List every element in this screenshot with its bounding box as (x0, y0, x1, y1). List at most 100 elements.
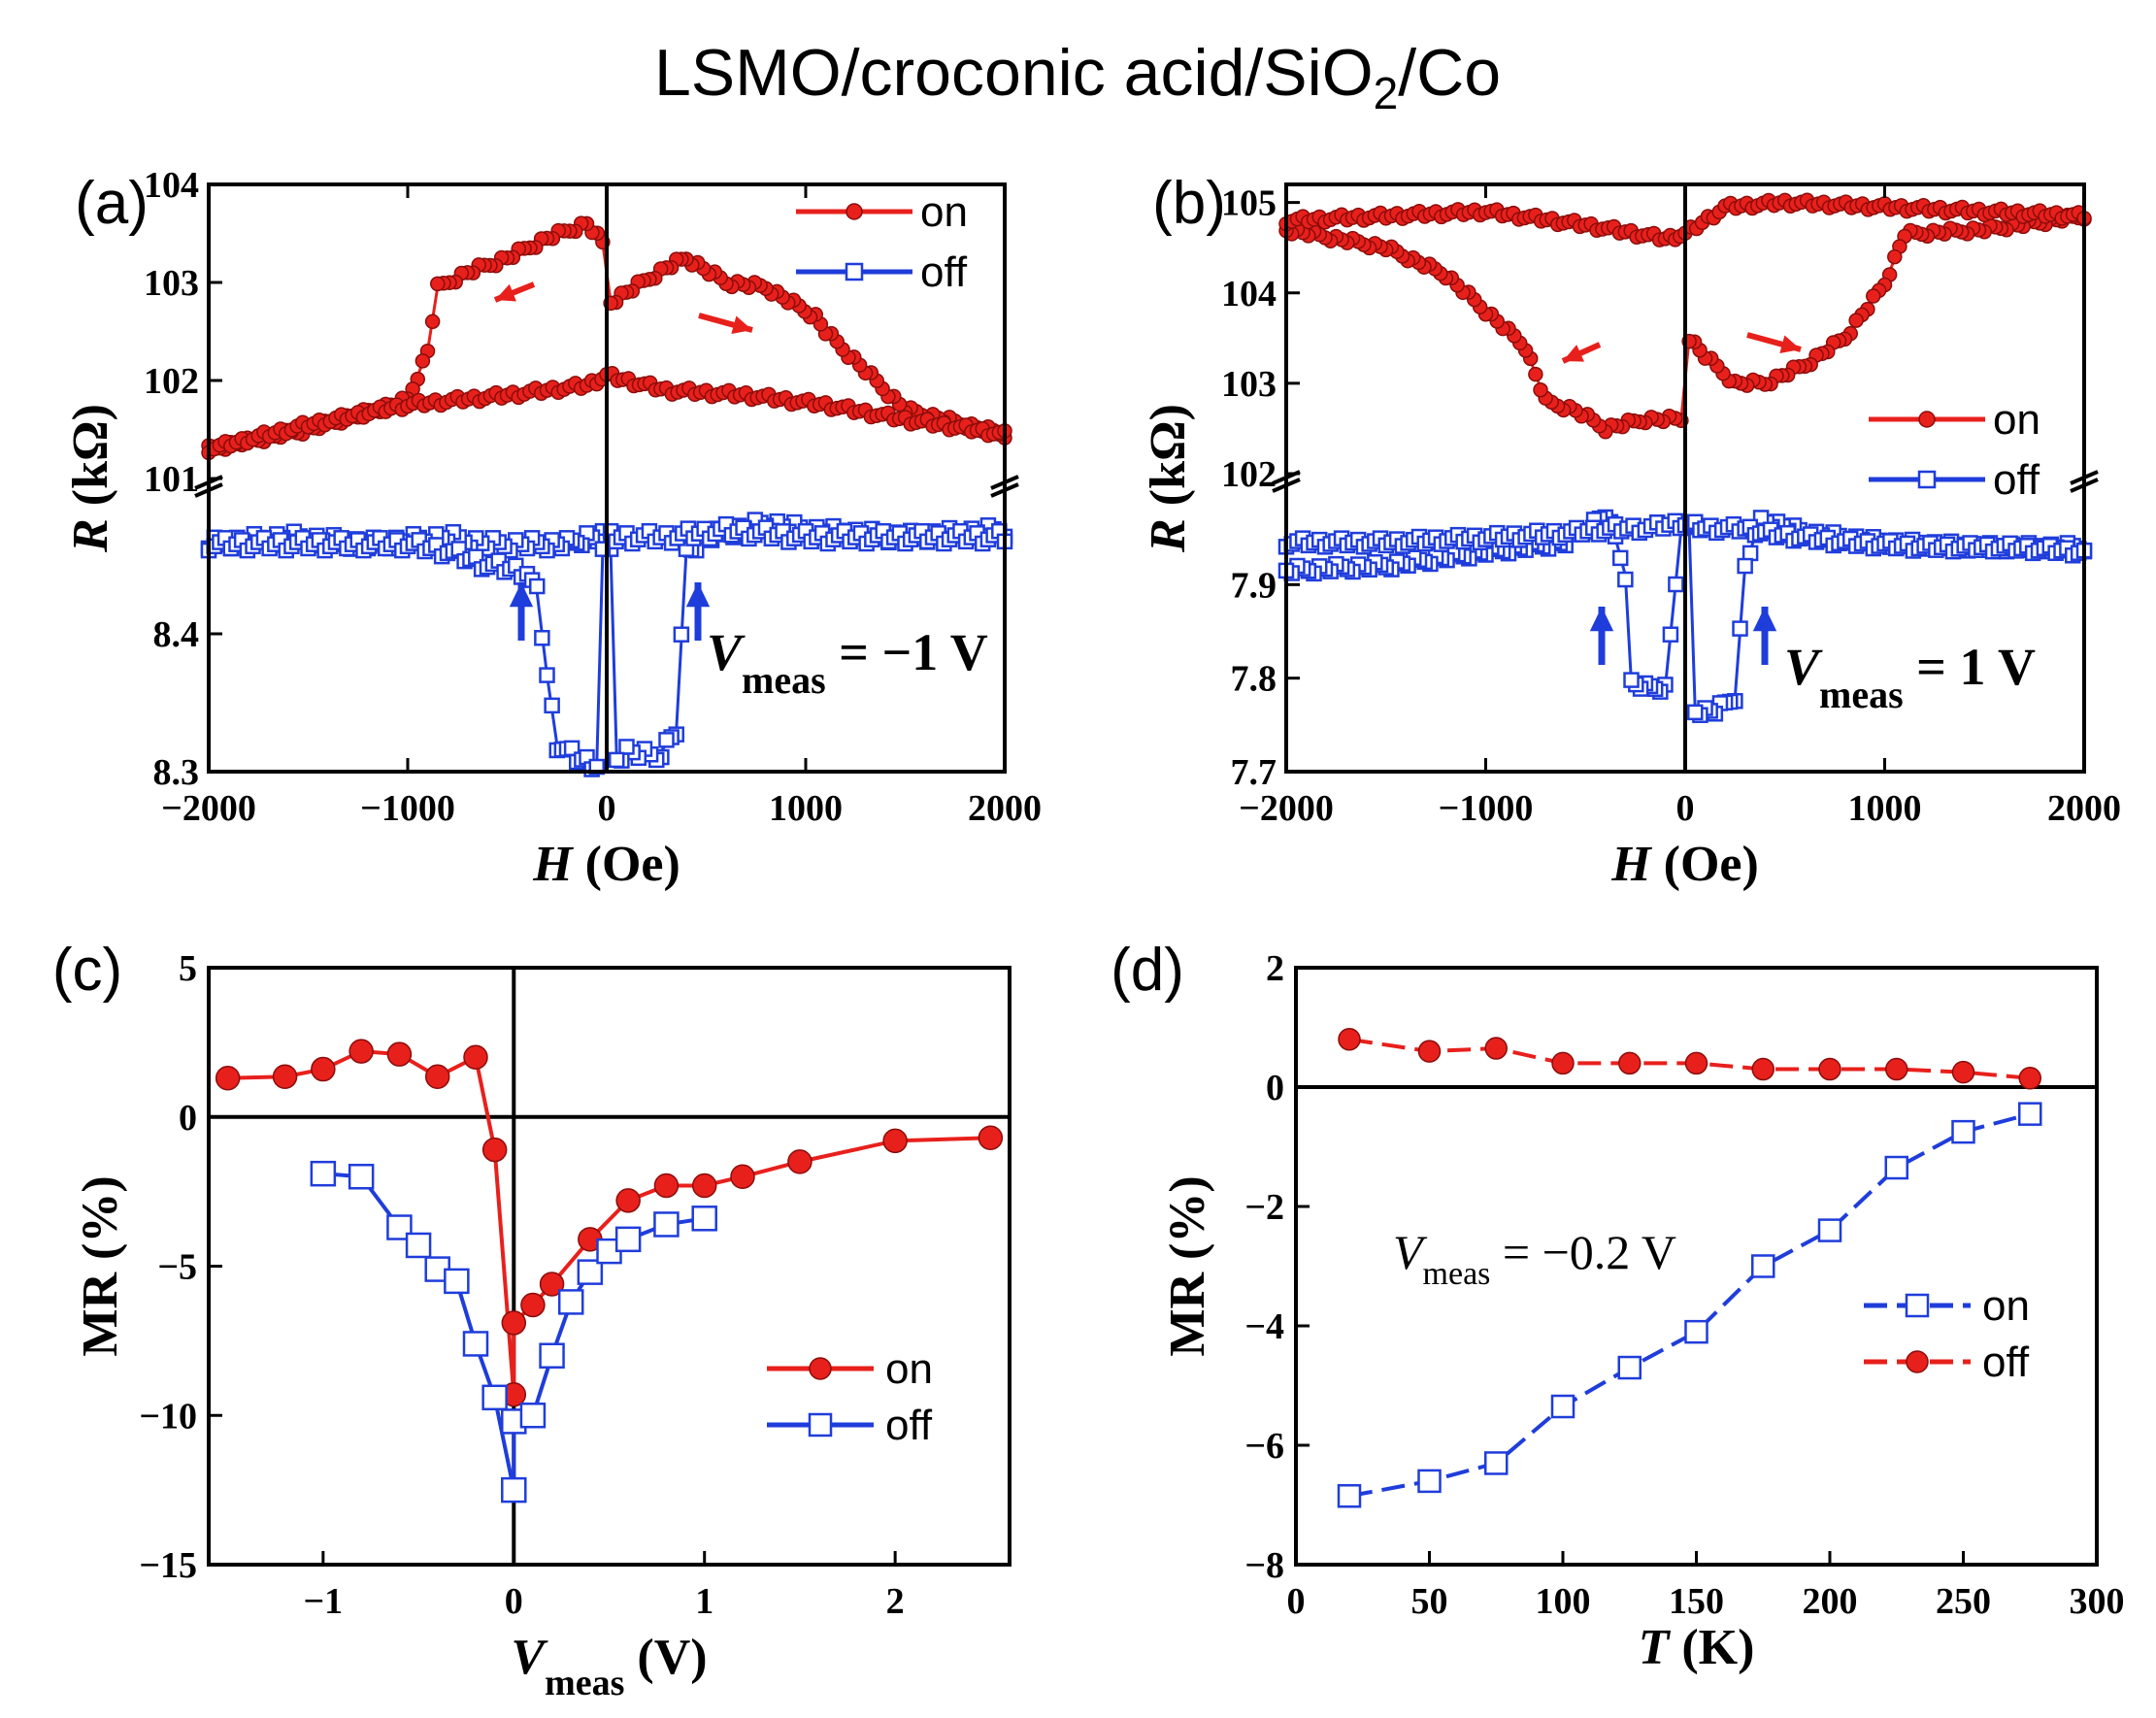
x-axis-label: Vmeas (V) (511, 1630, 707, 1703)
x-tick-label: −1 (304, 1581, 344, 1622)
data-point (415, 353, 431, 369)
y-tick-label: −8 (1244, 1545, 1284, 1586)
legend-marker (1918, 411, 1936, 428)
x-tick-label: −1000 (1439, 788, 1534, 829)
data-point-off (444, 1268, 470, 1295)
data-point (1623, 672, 1640, 688)
panel-label: (b) (1152, 170, 1226, 237)
data-point-off (310, 1160, 337, 1187)
y-tick-label: −15 (139, 1545, 197, 1586)
sweep-arrow-head (1752, 607, 1777, 632)
x-tick-label: 0 (505, 1581, 523, 1622)
data-point-on (311, 1056, 336, 1082)
legend-label: off (1993, 456, 2040, 504)
legend-marker (808, 1412, 833, 1437)
data-point-off (539, 1342, 565, 1369)
data-point-on (1417, 1469, 1442, 1494)
data-point-off (462, 1331, 489, 1357)
data-point-on (424, 1064, 450, 1089)
y-tick-label: 102 (144, 361, 199, 402)
x-tick-label: 200 (1803, 1581, 1858, 1622)
data-point (1662, 626, 1679, 643)
data-point-on (1337, 1484, 1362, 1508)
x-tick-label: 250 (1936, 1581, 1991, 1622)
plot-frame (207, 966, 1012, 1567)
data-point (1741, 545, 1759, 562)
data-point-on (787, 1149, 813, 1174)
data-point-off (1751, 1057, 1775, 1081)
x-tick-label: 2000 (968, 788, 1042, 829)
data-point (1687, 704, 1704, 721)
data-point-on (882, 1128, 908, 1154)
legend-marker (845, 262, 864, 281)
data-point-on (1684, 1319, 1708, 1344)
data-point-off (1417, 1040, 1442, 1063)
data-point-on (730, 1164, 755, 1189)
panel-a: (a) −2000 −1000 0 1000 2000 101 102 103 104 8.3 8.4… (63, 165, 1042, 892)
series-line-on (1348, 1111, 2031, 1499)
sweep-arrow-head (1589, 607, 1614, 632)
data-point-on (1751, 1254, 1775, 1278)
y-axis-label: MR (%) (1160, 1175, 1215, 1356)
data-point-on (501, 1310, 527, 1336)
x-tick-label: 150 (1669, 1581, 1724, 1622)
y-axis-label: MR (%) (73, 1175, 128, 1356)
figure-title: LSMO/croconic acid/SiO2/Co (654, 36, 1501, 118)
data-point (1528, 366, 1543, 382)
axis-break-mark (194, 482, 223, 498)
data-point-off (577, 1259, 604, 1285)
y-tick-label: −4 (1244, 1306, 1284, 1347)
y-tick-label: 102 (1221, 454, 1277, 495)
x-axis-label: T (K) (1639, 1620, 1755, 1675)
x-tick-label: 1000 (1848, 788, 1922, 829)
panel-label: (c) (52, 937, 122, 1004)
data-point-off (1818, 1057, 1841, 1081)
y-tick-label: −10 (139, 1396, 197, 1437)
data-point (609, 751, 625, 769)
data-point (539, 667, 555, 683)
data-point-off (557, 1289, 584, 1315)
data-point (424, 314, 441, 330)
panel-label: (a) (75, 170, 149, 237)
axis-break-mark (990, 475, 1019, 490)
data-point-on (978, 1125, 1004, 1151)
data-point (1533, 382, 1548, 398)
data-point (658, 732, 675, 748)
sweep-arrow-head (1779, 335, 1801, 354)
legend-marker (1905, 1293, 1930, 1318)
y-axis-label: R (kΩ) (1141, 404, 1196, 553)
data-point (1617, 571, 1634, 588)
data-point (1737, 557, 1753, 575)
x-tick-label: −2000 (1239, 788, 1334, 829)
data-point-off (2018, 1067, 2041, 1090)
axis-break-mark (2070, 478, 2099, 493)
x-tick-label: 0 (1287, 1581, 1306, 1622)
legend-label: on (1993, 396, 2040, 444)
x-tick-label: 100 (1536, 1581, 1591, 1622)
x-tick-label: 0 (598, 788, 616, 829)
data-point (430, 276, 446, 292)
legend-marker (846, 203, 863, 220)
panel-d: (d) 0 50 100 150 200 250 300 2 0 −2 −4 −6 −8 T (K) MR (… (1111, 937, 2124, 1675)
y-tick-label: −5 (157, 1247, 197, 1288)
series-line-on (227, 1049, 991, 1395)
data-point (529, 578, 546, 595)
data-point-off (1885, 1057, 1908, 1081)
data-point-on (1951, 1119, 1975, 1144)
vmeas-annotation: Vmeas = 1 V (1784, 638, 2036, 716)
y-tick-label: 105 (1221, 183, 1277, 224)
data-point-off (614, 1226, 642, 1253)
x-tick-label: 1000 (769, 788, 843, 829)
data-point-on (691, 1173, 717, 1199)
sweep-arrow-head (509, 582, 534, 608)
y-tick-label: 5 (179, 948, 197, 989)
data-point-on (386, 1041, 413, 1067)
x-tick-label: 2000 (2047, 788, 2121, 829)
legend-marker (1917, 470, 1937, 489)
x-axis-label: H (Oe) (1610, 837, 1759, 892)
sweep-arrow-head (685, 582, 711, 608)
y-tick-label: 7.7 (1231, 752, 1277, 793)
y-tick-label: −6 (1244, 1426, 1284, 1467)
vmeas-annotation: Vmeas = −0.2 V (1393, 1225, 1676, 1292)
